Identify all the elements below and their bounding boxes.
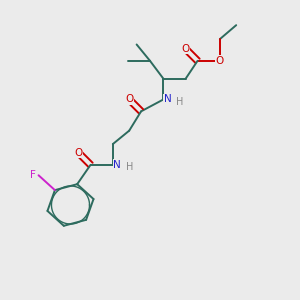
Text: N: N: [164, 94, 172, 104]
Text: H: H: [125, 162, 133, 172]
Text: H: H: [176, 97, 183, 107]
Text: O: O: [125, 94, 133, 104]
Text: O: O: [74, 148, 83, 158]
Text: F: F: [30, 170, 36, 180]
Text: O: O: [182, 44, 190, 54]
Text: O: O: [216, 56, 224, 66]
Text: N: N: [113, 160, 121, 170]
